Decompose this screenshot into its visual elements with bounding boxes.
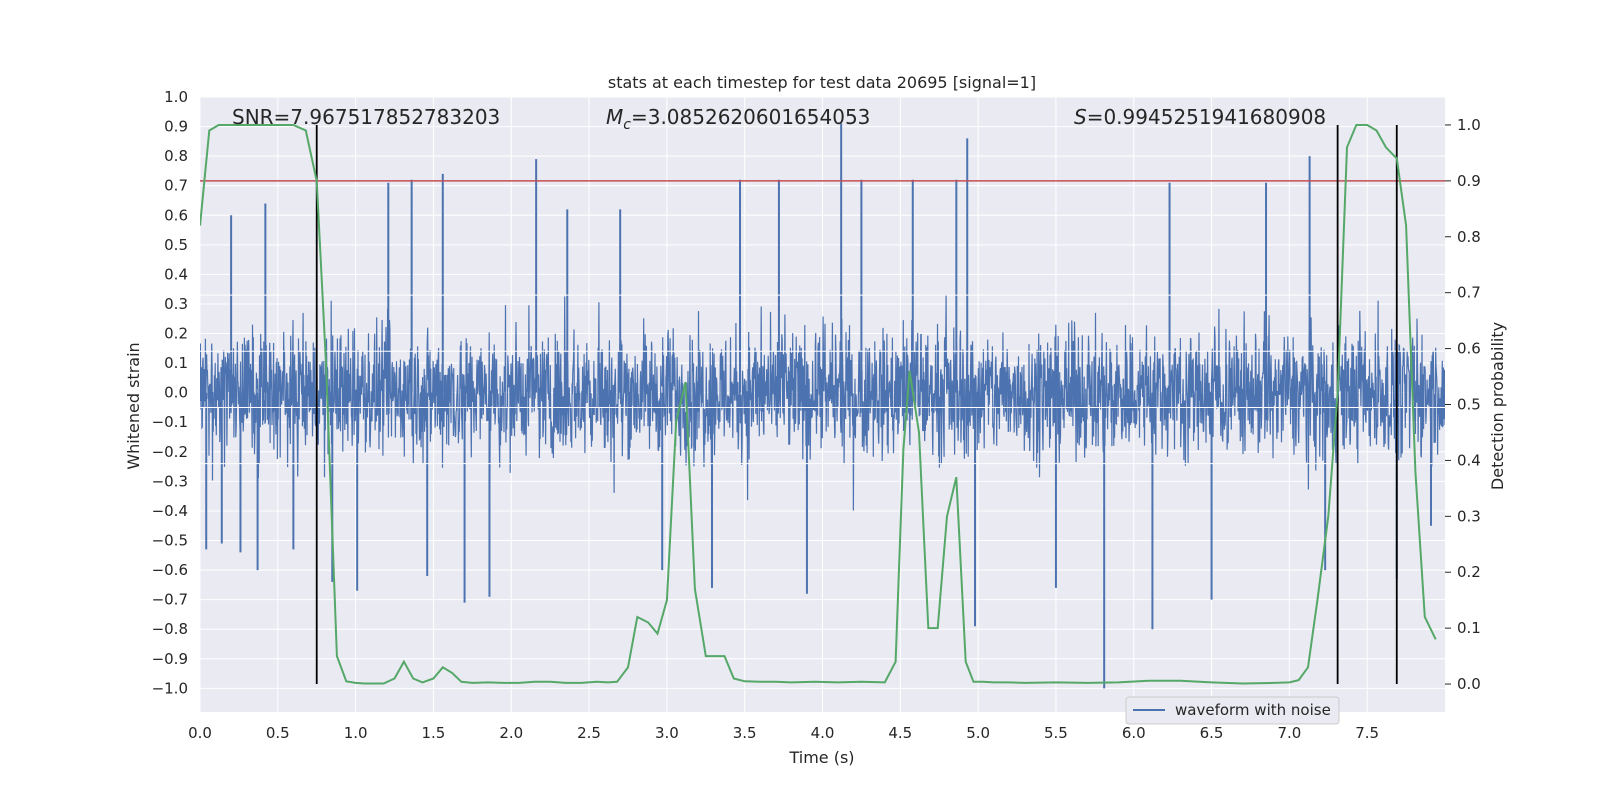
y-tick-label: 1.0 xyxy=(164,88,188,106)
y-tick-label: 0.7 xyxy=(164,177,188,195)
y2-tick-label: 0.2 xyxy=(1457,563,1481,581)
y2-tick-label: 0.9 xyxy=(1457,172,1481,190)
y-tick-label: −0.5 xyxy=(152,532,188,550)
y2-tick-label: 0.5 xyxy=(1457,396,1481,414)
y2-tick-label: 1.0 xyxy=(1457,116,1481,134)
x-tick-label: 5.5 xyxy=(1044,724,1068,742)
x-tick-label: 7.0 xyxy=(1277,724,1301,742)
snr-annotation: SNR=7.967517852783203 xyxy=(232,105,500,129)
x-tick-label: 3.0 xyxy=(655,724,679,742)
score-value: =0.9945251941680908 xyxy=(1087,105,1326,129)
x-tick-label: 5.0 xyxy=(966,724,990,742)
chirp-mass-subscript: c xyxy=(623,117,631,133)
x-tick-label: 2.5 xyxy=(577,724,601,742)
y-tick-label: 0.6 xyxy=(164,206,188,224)
score-symbol: S xyxy=(1074,105,1087,129)
x-tick-label: 4.5 xyxy=(888,724,912,742)
y-tick-label: −0.6 xyxy=(152,561,188,579)
y-tick-label: −1.0 xyxy=(152,679,188,697)
y-tick-label: 0.3 xyxy=(164,295,188,313)
y2-tick-label: 0.6 xyxy=(1457,340,1481,358)
x-tick-label: 1.0 xyxy=(344,724,368,742)
y-tick-label: 0.4 xyxy=(164,265,188,283)
y2-tick-label: 0.0 xyxy=(1457,675,1481,693)
legend: waveform with noise xyxy=(1125,696,1340,725)
x-tick-label: 1.5 xyxy=(422,724,446,742)
y-tick-label: 0.0 xyxy=(164,384,188,402)
y-tick-label: −0.7 xyxy=(152,591,188,609)
y-tick-label: −0.3 xyxy=(152,472,188,490)
x-axis-label: Time (s) xyxy=(788,748,854,767)
probability-series xyxy=(200,124,1437,685)
y2-tick-label: 0.7 xyxy=(1457,284,1481,302)
waveform-series xyxy=(200,123,1445,689)
y-tick-label: 0.1 xyxy=(164,354,188,372)
y-tick-label: 0.5 xyxy=(164,236,188,254)
x-tick-label: 6.5 xyxy=(1200,724,1224,742)
chirp-mass-annotation: Mc=3.0852620601654053 xyxy=(606,105,870,133)
probability-line xyxy=(200,124,1437,685)
chirp-mass-symbol: M xyxy=(606,105,623,129)
y2-tick-label: 0.8 xyxy=(1457,228,1481,246)
legend-label: waveform with noise xyxy=(1175,701,1331,719)
waveform-line xyxy=(200,294,1445,511)
y-tick-label: 0.8 xyxy=(164,147,188,165)
y-axis-label: Whitened strain xyxy=(124,342,143,469)
x-tick-label: 0.5 xyxy=(266,724,290,742)
y2-tick-label: 0.4 xyxy=(1457,451,1481,469)
chirp-mass-value: =3.0852620601654053 xyxy=(631,105,870,129)
x-tick-label: 0.0 xyxy=(188,724,212,742)
y2-tick-label: 0.1 xyxy=(1457,619,1481,637)
y2-axis-label: Detection probability xyxy=(1488,322,1507,490)
x-tick-label: 7.5 xyxy=(1355,724,1379,742)
y-tick-label: −0.1 xyxy=(152,413,188,431)
x-tick-label: 6.0 xyxy=(1122,724,1146,742)
y-tick-label: 0.2 xyxy=(164,325,188,343)
y2-tick-label: 0.3 xyxy=(1457,507,1481,525)
x-tick-label: 2.0 xyxy=(499,724,523,742)
x-tick-label: 4.0 xyxy=(811,724,835,742)
y-tick-label: 0.9 xyxy=(164,118,188,136)
y-tick-label: −0.8 xyxy=(152,620,188,638)
y-tick-label: −0.9 xyxy=(152,650,188,668)
y-tick-label: −0.4 xyxy=(152,502,188,520)
x-tick-label: 3.5 xyxy=(733,724,757,742)
score-annotation: S=0.9945251941680908 xyxy=(1074,105,1326,129)
ticks: 0.0 0.5 1.0 1.5 2.0 2.5 3.0 3.5 4.0 4.5 5.0 5.5 6.0 6… xyxy=(152,88,1481,742)
y-tick-label: −0.2 xyxy=(152,443,188,461)
legend-box xyxy=(1125,696,1340,725)
overlay-lines xyxy=(200,124,1445,685)
chart-title: stats at each timestep for test data 206… xyxy=(608,73,1036,92)
